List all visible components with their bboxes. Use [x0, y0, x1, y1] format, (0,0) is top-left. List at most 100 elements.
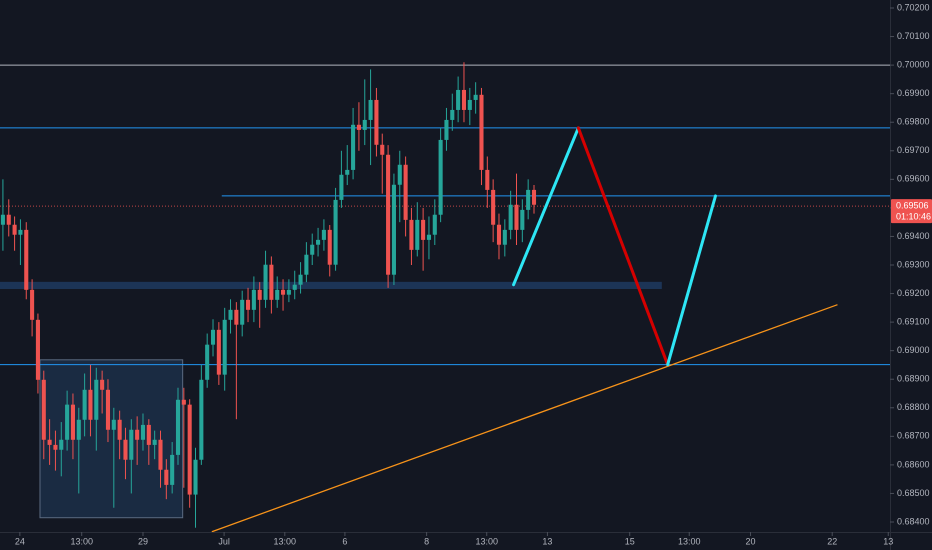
candle-body [123, 439, 128, 460]
candle-body [333, 199, 338, 265]
price-axis-bg [890, 0, 932, 550]
candle-body [251, 289, 256, 310]
candle-body [508, 204, 513, 230]
x-tick-label: 13 [883, 536, 893, 546]
candle-body [152, 439, 157, 445]
candle-body [76, 419, 81, 440]
candle-body [12, 224, 17, 235]
candle-body [368, 99, 373, 120]
x-tick-label: Jul [218, 536, 230, 546]
candle-body [205, 344, 210, 380]
candle-body [526, 189, 531, 210]
candle-body [193, 459, 198, 495]
candle-body [391, 184, 396, 275]
candle-body [30, 289, 35, 320]
candle-body [514, 204, 519, 230]
candle-body [210, 329, 216, 345]
y-tick-label: 0.69700 [897, 145, 930, 155]
candle-body [485, 169, 490, 190]
x-tick-label: 15 [625, 536, 635, 546]
candle-body [403, 164, 408, 220]
x-tick-label: 20 [746, 536, 756, 546]
candle-body [421, 219, 426, 240]
candle-body [129, 429, 134, 460]
candle-body [158, 439, 163, 470]
x-tick-label: 22 [827, 536, 837, 546]
candle-body [351, 124, 356, 170]
projection-line [512, 126, 580, 287]
candle-body [82, 389, 87, 420]
y-tick-label: 0.70200 [897, 2, 930, 12]
candle-body [415, 219, 420, 250]
candle-body [502, 229, 507, 245]
candle-body [327, 229, 332, 265]
x-tick-label: 6 [342, 536, 347, 546]
projection-line [576, 126, 670, 367]
candle-body [245, 299, 251, 310]
candle-body [426, 234, 431, 240]
candle-body [386, 154, 391, 275]
candle-body [164, 469, 169, 485]
candle-body [473, 94, 478, 100]
candle-body [146, 424, 151, 445]
candle-body [65, 404, 70, 440]
x-tick-label: 24 [15, 536, 25, 546]
y-tick-label: 0.68400 [897, 516, 930, 526]
candle-body [362, 119, 367, 130]
candle-body [135, 429, 140, 440]
candle-body [467, 99, 472, 110]
candle-body [531, 189, 537, 205]
candle-body [316, 239, 321, 245]
y-tick-label: 0.70100 [897, 31, 930, 41]
y-tick-label: 0.69600 [897, 174, 930, 184]
candle-body [6, 214, 11, 225]
candle-body [100, 379, 105, 390]
countdown-label: 01:10:46 [896, 212, 931, 222]
x-tick-label: 13:00 [274, 536, 297, 546]
range-box [39, 359, 184, 519]
y-tick-label: 0.68800 [897, 402, 930, 412]
candle-body [216, 329, 221, 375]
current-price-tag [891, 199, 932, 224]
x-tick-label: 13 [542, 536, 552, 546]
time-axis-bg [0, 532, 932, 550]
candle-body [298, 274, 303, 285]
candle-body [228, 309, 233, 320]
trendline [211, 304, 838, 533]
y-tick-label: 0.70000 [897, 59, 930, 69]
candle-body [140, 424, 146, 440]
candle-body [24, 229, 29, 290]
candle-body [263, 264, 268, 300]
x-tick-label: 13:00 [475, 536, 498, 546]
candle-body [520, 209, 525, 230]
candle-body [53, 444, 58, 450]
candle-body [304, 254, 309, 275]
candle-body [0, 214, 5, 225]
candle-body [117, 419, 122, 440]
candle-body [345, 169, 350, 175]
candle-body [199, 379, 204, 460]
candle-body [321, 229, 326, 240]
candle-body [374, 99, 379, 145]
candle-body [70, 404, 75, 440]
candle-body [222, 319, 227, 375]
candle-body [461, 89, 467, 110]
candle-body [94, 379, 99, 420]
candle-body [479, 94, 484, 170]
y-tick-label: 0.68900 [897, 374, 930, 384]
candle-body [310, 244, 315, 255]
y-tick-label: 0.69900 [897, 88, 930, 98]
y-tick-label: 0.69400 [897, 231, 930, 241]
candle-body [432, 214, 437, 235]
support-zone [0, 281, 662, 289]
candle-body [409, 219, 414, 250]
y-tick-label: 0.69100 [897, 316, 930, 326]
candle-body [105, 389, 111, 430]
candle-body [438, 139, 443, 215]
candle-body [450, 109, 455, 120]
candle-body [380, 144, 385, 155]
candle-body [281, 289, 286, 295]
candle-body [234, 309, 239, 325]
candle-body [111, 419, 116, 430]
